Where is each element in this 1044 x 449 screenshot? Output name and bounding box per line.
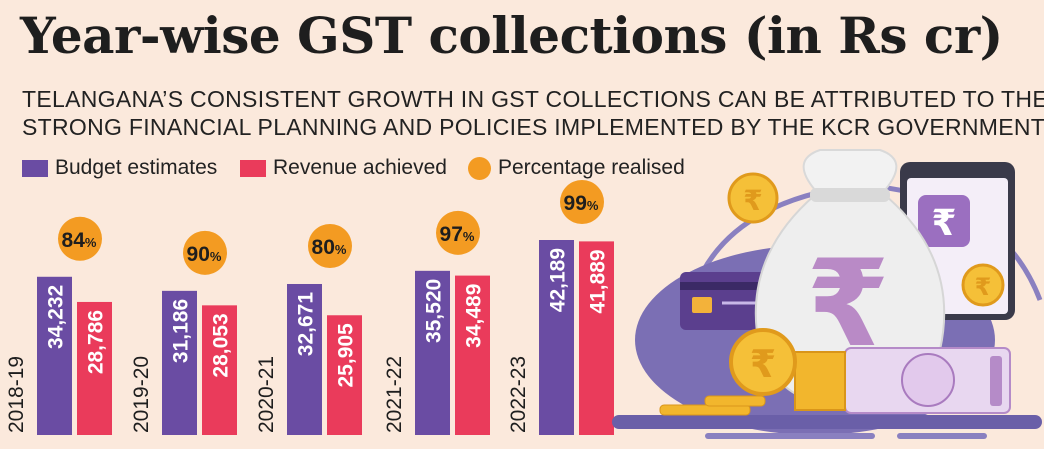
x-tick-label: 2019-20 <box>130 356 153 433</box>
percent-symbol: % <box>587 198 599 213</box>
svg-text:₹: ₹ <box>750 342 776 386</box>
data-label-revenue: 34,489 <box>463 284 486 348</box>
percentage-label: 97% <box>440 223 475 246</box>
percentage-label: 99% <box>564 192 599 215</box>
percentage-label: 80% <box>312 236 347 259</box>
data-label-budget: 32,671 <box>295 292 318 357</box>
svg-text:₹: ₹ <box>743 184 762 217</box>
percent-symbol: % <box>463 229 475 244</box>
x-tick-label: 2018-19 <box>5 356 28 433</box>
data-label-revenue: 28,786 <box>85 310 108 374</box>
svg-text:₹: ₹ <box>931 203 956 244</box>
percent-symbol: % <box>335 242 347 257</box>
bar-budget <box>162 290 197 435</box>
percentage-label: 90% <box>187 243 222 266</box>
ground-dash <box>705 433 875 439</box>
coin-icon <box>729 328 797 396</box>
bar-budget <box>37 276 72 435</box>
percent-symbol: % <box>210 249 222 264</box>
coin-icon <box>727 172 779 224</box>
money-illustration: ₹ ₹ ₹ ₹ ₹ <box>612 149 1043 439</box>
phone-rupee-icon <box>918 195 970 247</box>
money-bag-icon <box>802 149 898 191</box>
bar-revenue <box>455 275 490 435</box>
bar-revenue <box>579 241 614 435</box>
percentage-label: 84% <box>62 229 97 252</box>
legend-swatch-budget <box>22 159 48 177</box>
bar-budget <box>287 283 322 435</box>
percentage-dot <box>58 216 102 261</box>
ground-line <box>612 415 1042 429</box>
legend-label-percentage: Percentage realised <box>498 156 685 179</box>
x-tick-label: 2020-21 <box>255 356 278 433</box>
bar-budget <box>415 270 450 435</box>
data-label-revenue: 25,905 <box>335 323 358 388</box>
ground-dash <box>897 433 987 439</box>
legend-dot-percentage <box>468 156 491 180</box>
subtitle-line-2: STRONG FINANCIAL PLANNING AND POLICIES I… <box>22 114 1044 140</box>
x-tick-label: 2022-23 <box>507 356 530 433</box>
svg-text:₹: ₹ <box>975 273 992 301</box>
data-label-budget: 42,189 <box>547 248 570 312</box>
legend-item-percentage: Percentage realised <box>468 156 685 180</box>
legend-item-revenue: Revenue achieved <box>240 156 447 180</box>
data-label-budget: 35,520 <box>423 279 446 343</box>
data-label-budget: 34,232 <box>45 285 68 349</box>
percentage-dot <box>308 223 352 268</box>
legend-label-budget: Budget estimates <box>55 156 218 179</box>
coin-stack-icon <box>794 351 846 411</box>
bar-budget <box>539 240 574 435</box>
legend-label-revenue: Revenue achieved <box>273 156 447 179</box>
chart-title: Year-wise GST collections (in Rs cr) <box>20 6 1003 65</box>
bars-layer: 2018-19 34,232 28,786 84% 2019-20 31,186 28,05… <box>5 180 614 435</box>
percentage-dot <box>560 180 604 224</box>
bar-revenue <box>202 305 237 435</box>
legend-item-budget: Budget estimates <box>22 156 217 180</box>
x-tick-label: 2021-22 <box>383 356 406 433</box>
data-label-budget: 31,186 <box>170 299 193 363</box>
bar-revenue <box>77 301 112 435</box>
bar-revenue <box>327 315 362 435</box>
legend-swatch-revenue <box>240 159 266 177</box>
data-label-revenue: 28,053 <box>210 313 233 377</box>
coin-icon <box>961 263 1005 307</box>
subtitle-line-1: TELANGANA’S CONSISTENT GROWTH IN GST COL… <box>22 86 1044 112</box>
percentage-dot <box>436 210 480 255</box>
data-label-revenue: 41,889 <box>587 249 610 313</box>
percent-symbol: % <box>85 235 97 250</box>
percentage-dot <box>183 230 227 275</box>
